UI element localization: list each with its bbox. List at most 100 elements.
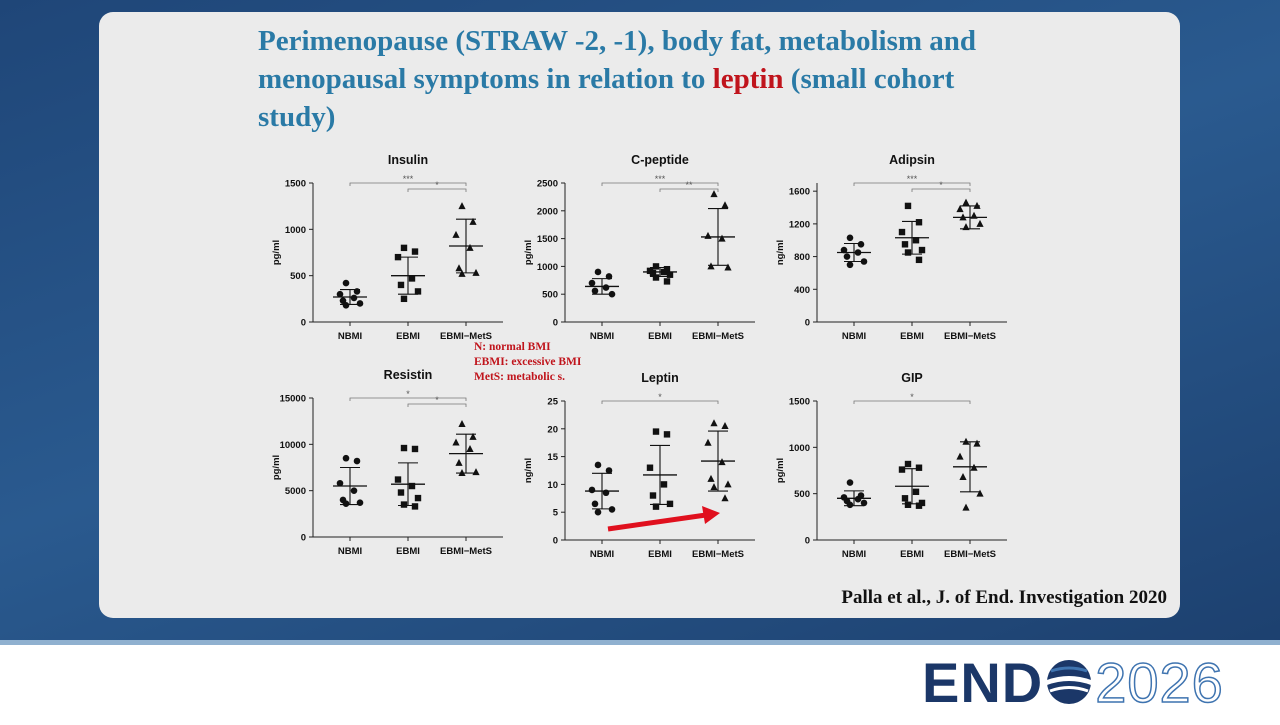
x-tick-label: EBMI−MetS (440, 331, 492, 342)
data-point (342, 454, 350, 462)
data-point (353, 457, 361, 465)
y-tick-label: 1000 (789, 443, 810, 454)
data-point (400, 444, 408, 452)
data-point (915, 502, 923, 509)
data-point (912, 488, 920, 496)
data-point (660, 481, 668, 488)
chart-title: Insulin (388, 153, 428, 167)
data-point (400, 501, 408, 508)
y-tick-label: 5000 (285, 486, 306, 497)
data-point (956, 452, 964, 460)
data-point (652, 263, 660, 270)
data-point (455, 264, 463, 272)
data-point (342, 500, 350, 507)
significance-label: * (435, 180, 439, 190)
y-tick-label: 500 (542, 290, 558, 301)
data-point (458, 419, 466, 427)
data-point (710, 190, 718, 198)
x-tick-label: EBMI−MetS (944, 331, 996, 342)
significance-label: * (435, 395, 439, 405)
data-point (915, 219, 923, 226)
data-point (854, 495, 862, 503)
x-tick-label: NBMI (590, 331, 614, 342)
sd-bar (960, 205, 980, 230)
significance-label: *** (907, 174, 918, 184)
x-tick-label: EBMI−MetS (692, 331, 744, 342)
y-tick-label: 0 (805, 318, 810, 329)
data-point (397, 489, 405, 496)
data-point (976, 489, 984, 497)
data-point (710, 483, 718, 491)
sd-bar (398, 462, 418, 507)
logo-text: END (922, 651, 1044, 714)
x-tick-label: EBMI (396, 331, 420, 342)
chart: Insulin pg/ml 0 500 1000 1500 NBMI EBMI EBMI−Met… (271, 153, 503, 342)
y-tick-label: 1500 (789, 397, 810, 408)
y-tick-label: 800 (794, 252, 810, 263)
y-tick-label: 1500 (285, 179, 306, 190)
arrow-shaft (607, 512, 707, 532)
data-point (646, 464, 654, 471)
y-tick-label: 10000 (280, 440, 306, 451)
data-point (721, 201, 729, 209)
x-tick-label: EBMI−MetS (944, 549, 996, 560)
data-point (605, 467, 613, 474)
data-point (472, 468, 480, 476)
data-point (846, 501, 854, 509)
chart: Leptin ng/ml 0 5 10 15 20 25 NBMI EBMI EBMI−MetS * (523, 371, 755, 560)
sd-bar (340, 466, 360, 506)
data-point (724, 480, 732, 488)
data-point (721, 494, 729, 502)
data-point (710, 419, 718, 427)
data-point (973, 439, 981, 447)
significance-label: * (910, 392, 914, 402)
note-line: EBMI: excessive BMI (474, 356, 582, 368)
significance-bracket (407, 188, 467, 192)
data-point (594, 461, 602, 469)
y-tick-label: 1600 (789, 187, 810, 198)
data-point (904, 249, 912, 256)
data-point (846, 261, 854, 269)
x-tick-label: NBMI (338, 546, 362, 557)
sd-bar (592, 472, 612, 510)
logo-globe (1047, 660, 1092, 704)
data-point (411, 445, 419, 453)
data-point (469, 217, 477, 225)
y-tick-label: 0 (805, 536, 810, 547)
charts: Insulin pg/ml 0 500 1000 1500 NBMI EBMI EBMI−Met… (271, 153, 1007, 560)
data-point (452, 438, 460, 446)
sd-bar (650, 266, 670, 277)
sd-bar (708, 430, 728, 492)
x-tick-label: EBMI (648, 331, 672, 342)
significance-label: *** (403, 174, 414, 184)
y-tick-label: 15 (547, 452, 558, 463)
significance-bracket (407, 403, 467, 407)
data-point (901, 241, 909, 248)
y-tick-label: 400 (794, 285, 810, 296)
data-point (342, 279, 350, 287)
data-point (915, 256, 923, 264)
data-point (846, 479, 854, 486)
data-point (336, 290, 344, 298)
note-line: N: normal BMI (474, 341, 551, 353)
y-axis-label: pg/ml (523, 240, 534, 265)
logo: END 2026 (922, 650, 1224, 715)
chart-title: Resistin (384, 368, 433, 382)
data-point (652, 428, 660, 435)
chart: C-peptide pg/ml 0 500 1000 1500 2000 2500 NBMI EB… (523, 153, 755, 342)
y-axis-label: pg/ml (271, 455, 282, 480)
x-tick-label: EBMI (396, 546, 420, 557)
data-point (350, 294, 358, 302)
data-point (652, 503, 660, 510)
data-point (843, 253, 851, 260)
data-point (397, 281, 405, 289)
x-tick-label: NBMI (338, 331, 362, 342)
data-point (408, 275, 416, 282)
data-point (605, 273, 613, 280)
arrow-head (702, 506, 720, 524)
y-tick-label: 1000 (285, 225, 306, 236)
y-tick-label: 5 (553, 508, 559, 519)
data-point (904, 460, 912, 468)
data-point (336, 479, 344, 487)
data-point (350, 487, 358, 494)
